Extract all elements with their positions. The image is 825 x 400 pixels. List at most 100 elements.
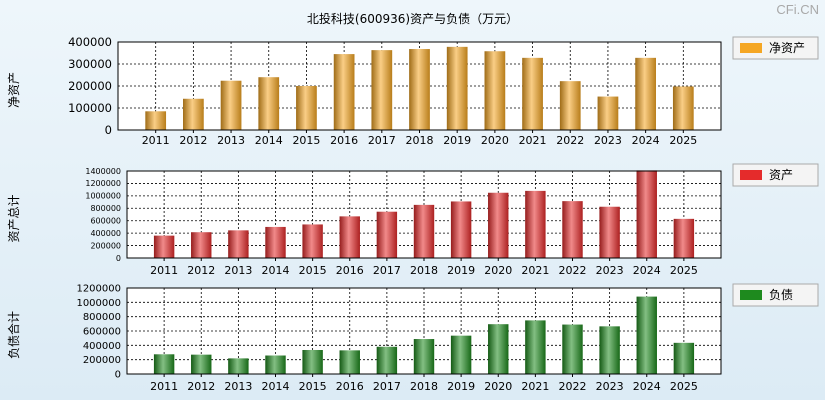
bar-2023 xyxy=(597,96,619,130)
x-tick-label: 2021 xyxy=(521,264,549,277)
x-tick-label: 2015 xyxy=(299,264,327,277)
x-tick-label: 2011 xyxy=(150,264,178,277)
y-tick-label: 1000000 xyxy=(76,298,121,309)
y-tick-label: 300000 xyxy=(68,57,112,71)
bar-2015 xyxy=(296,86,317,130)
y-tick-label: 600000 xyxy=(90,217,121,226)
x-tick-label: 2014 xyxy=(262,380,290,393)
y-tick-label: 600000 xyxy=(83,327,121,338)
y-tick-label: 1400000 xyxy=(85,167,121,176)
bar-2015 xyxy=(302,349,323,374)
y-tick-label: 200000 xyxy=(68,79,112,93)
y-tick-label: 400000 xyxy=(90,229,121,238)
bar-2023 xyxy=(599,206,620,258)
y-tick-label: 0 xyxy=(116,254,121,263)
x-tick-label: 2013 xyxy=(224,264,252,277)
bar-2012 xyxy=(191,354,212,374)
x-tick-label: 2019 xyxy=(443,134,471,147)
legend-box xyxy=(732,283,819,307)
x-tick-label: 2022 xyxy=(559,380,587,393)
chart-panel-1: 0 100000 200000 300000 400000 2011 2012 2013 201… xyxy=(7,35,819,147)
y-tick-label: 100000 xyxy=(68,101,112,115)
legend-swatch xyxy=(740,290,762,300)
y-tick-label: 1200000 xyxy=(85,179,121,188)
bar-2018 xyxy=(413,339,435,374)
x-tick-label: 2016 xyxy=(330,134,358,147)
bar-2025 xyxy=(673,218,695,258)
bar-2012 xyxy=(191,232,212,258)
bar-2011 xyxy=(145,111,167,130)
bar-2016 xyxy=(339,350,360,374)
bar-2021 xyxy=(525,320,546,374)
x-tick-label: 2022 xyxy=(559,264,587,277)
legend-box xyxy=(732,36,819,60)
y-axis-label: 资产总计 xyxy=(7,194,21,242)
bar-2020 xyxy=(488,324,509,374)
x-tick-label: 2018 xyxy=(410,380,438,393)
legend-label: 负债 xyxy=(769,288,793,302)
y-tick-label: 800000 xyxy=(90,204,121,213)
x-tick-label: 2016 xyxy=(336,264,364,277)
bar-2020 xyxy=(484,51,506,130)
x-tick-label: 2020 xyxy=(484,380,512,393)
bar-2016 xyxy=(333,54,355,130)
x-tick-label: 2014 xyxy=(255,134,283,147)
x-tick-label: 2021 xyxy=(521,380,549,393)
x-tick-label: 2025 xyxy=(670,264,698,277)
bar-2025 xyxy=(672,86,694,130)
y-tick-label: 0 xyxy=(105,123,112,137)
x-tick-label: 2017 xyxy=(373,380,401,393)
bar-2021 xyxy=(525,190,546,258)
x-tick-label: 2018 xyxy=(410,264,438,277)
bar-2017 xyxy=(376,346,398,374)
x-tick-label: 2011 xyxy=(142,134,170,147)
bar-2013 xyxy=(228,230,249,258)
y-tick-label: 1200000 xyxy=(76,284,121,295)
legend-box xyxy=(732,163,819,187)
y-tick-label: 200000 xyxy=(83,355,121,366)
x-tick-label: 2025 xyxy=(670,380,698,393)
bar-2015 xyxy=(302,224,323,258)
bar-2022 xyxy=(559,81,581,130)
bar-2014 xyxy=(258,77,280,130)
x-tick-label: 2013 xyxy=(224,380,252,393)
y-tick-label: 400000 xyxy=(68,35,112,49)
x-tick-label: 2025 xyxy=(669,134,697,147)
bar-2017 xyxy=(371,50,393,130)
legend-swatch xyxy=(740,43,762,53)
bar-2020 xyxy=(488,192,509,258)
bar-2021 xyxy=(522,57,543,131)
x-tick-label: 2017 xyxy=(368,134,396,147)
y-axis-label: 净资产 xyxy=(7,72,21,108)
bar-2018 xyxy=(409,49,430,130)
bar-2016 xyxy=(339,216,360,258)
x-tick-label: 2023 xyxy=(594,134,622,147)
bar-2022 xyxy=(562,201,583,258)
x-tick-label: 2019 xyxy=(447,264,475,277)
bar-2014 xyxy=(265,355,286,374)
bar-2012 xyxy=(183,98,204,130)
bar-2011 xyxy=(153,235,175,258)
bar-2019 xyxy=(450,335,472,374)
x-tick-label: 2014 xyxy=(262,264,290,277)
y-tick-label: 400000 xyxy=(83,341,121,352)
watermark-logo: CFi.CN xyxy=(776,2,819,17)
y-axis-label: 负债合计 xyxy=(6,311,21,359)
bar-2018 xyxy=(413,204,435,258)
x-tick-label: 2012 xyxy=(187,264,215,277)
bar-2024 xyxy=(636,296,657,374)
x-tick-label: 2024 xyxy=(633,380,661,393)
y-tick-label: 1000000 xyxy=(85,192,121,201)
x-tick-label: 2015 xyxy=(299,380,327,393)
x-tick-label: 2012 xyxy=(187,380,215,393)
bar-2014 xyxy=(265,226,286,258)
chart-title: 北投科技(600936)资产与负债（万元） xyxy=(306,12,519,26)
y-tick-label: 800000 xyxy=(83,312,121,323)
x-tick-label: 2018 xyxy=(406,134,434,147)
legend-label: 资产 xyxy=(769,168,793,182)
legend-swatch xyxy=(740,170,762,180)
bar-2023 xyxy=(599,326,620,374)
bar-2013 xyxy=(220,80,242,130)
x-tick-label: 2023 xyxy=(596,380,624,393)
